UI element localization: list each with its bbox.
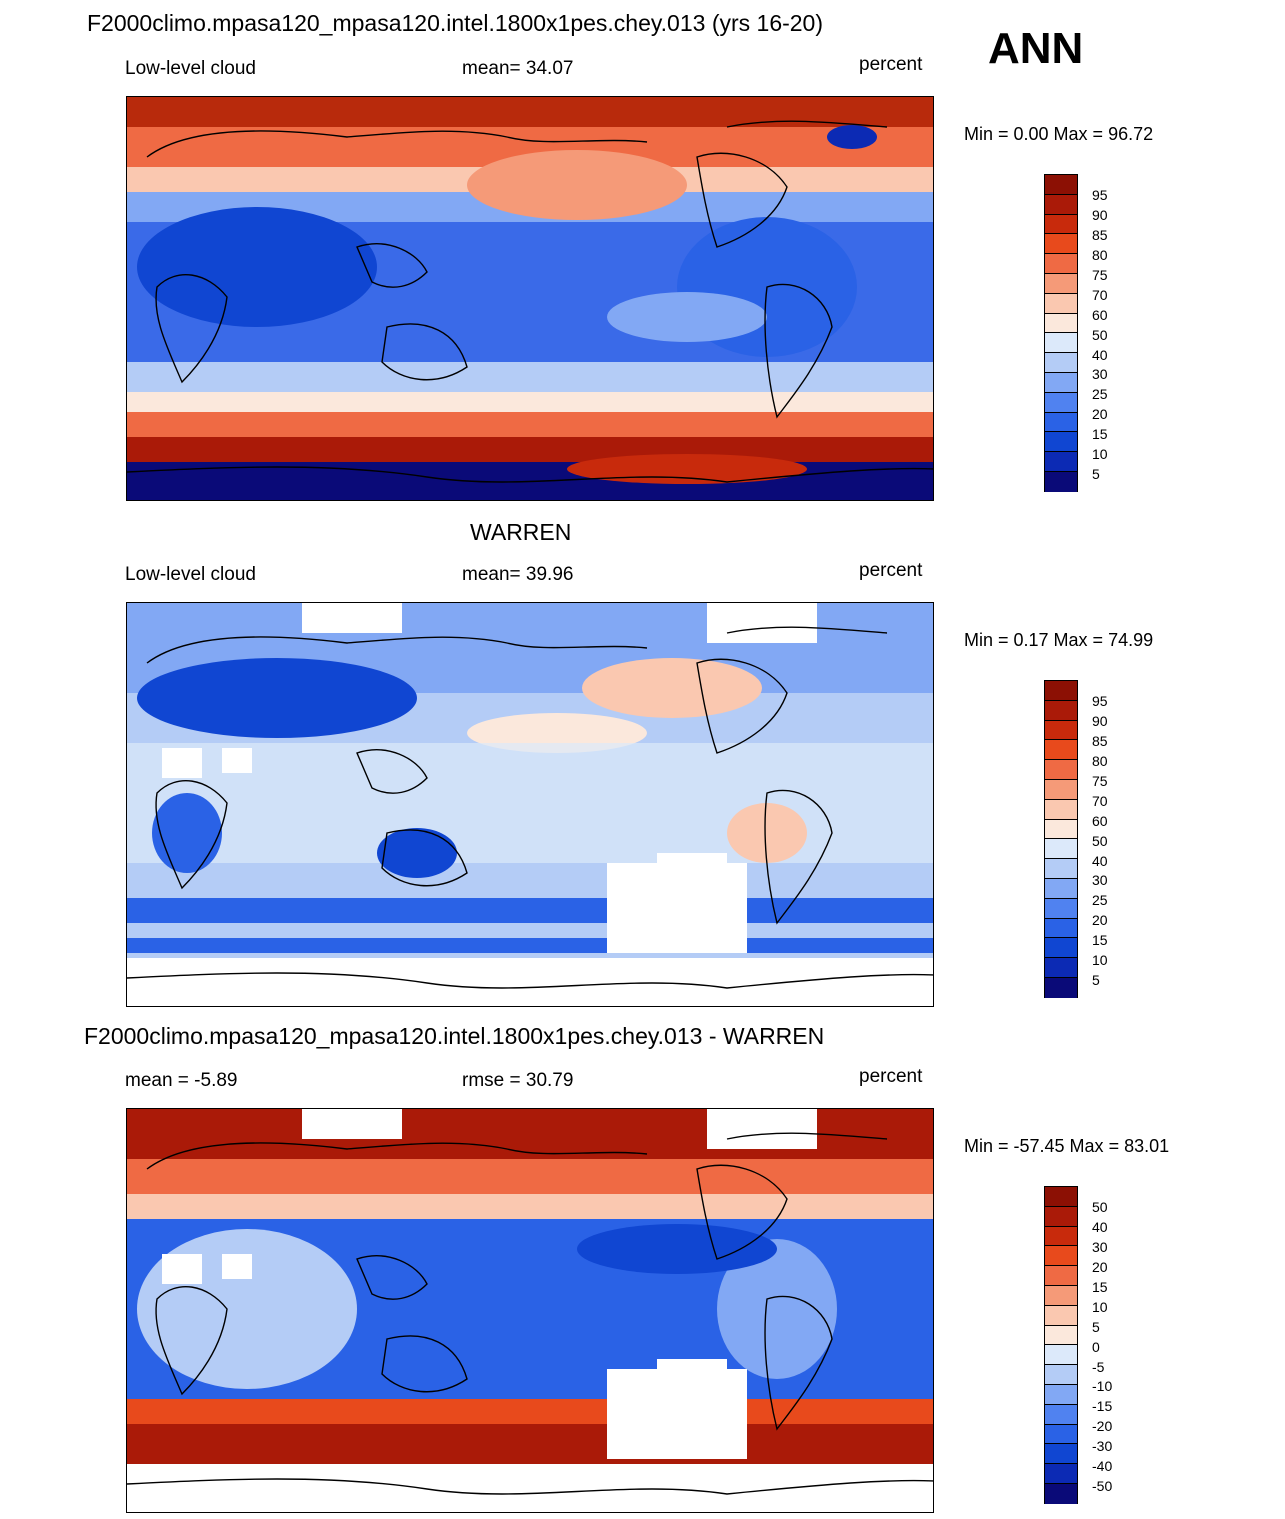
panel2-map — [126, 602, 934, 1007]
panel3-coastlines — [127, 1132, 933, 1495]
panel2-tick: 60 — [1092, 813, 1108, 829]
panel1-mean: mean= 34.07 — [462, 58, 574, 79]
panel2-tick: 40 — [1092, 853, 1108, 869]
panel1-tick: 30 — [1092, 366, 1108, 382]
panel2-mean: mean= 39.96 — [462, 564, 574, 585]
panel2-tick: 75 — [1092, 773, 1108, 789]
panel2-minmax: Min = 0.17 Max = 74.99 — [964, 630, 1154, 650]
panel1-tick: 85 — [1092, 227, 1108, 243]
panel3-tick: -50 — [1092, 1478, 1113, 1494]
panel1-tick: 5 — [1092, 466, 1100, 482]
panel1-field-label: Low-level cloud — [125, 58, 256, 79]
panel1-colorbar — [1044, 174, 1078, 492]
panel3-tick: -5 — [1092, 1359, 1105, 1375]
panel3-tick: 50 — [1092, 1199, 1108, 1215]
panel3-title: F2000climo.mpasa120_mpasa120.intel.1800x… — [84, 1023, 825, 1049]
panel3-tick: -30 — [1092, 1438, 1113, 1454]
main-title: F2000climo.mpasa120_mpasa120.intel.1800x… — [87, 10, 824, 36]
panel1-units: percent — [859, 54, 923, 75]
panel1-coastlines — [127, 120, 933, 483]
panel1-tick: 90 — [1092, 207, 1108, 223]
panel3-tick: -20 — [1092, 1418, 1113, 1434]
panel3-tick: -40 — [1092, 1458, 1113, 1474]
panel2-units: percent — [859, 560, 923, 581]
panel1-map — [126, 96, 934, 501]
panel2-coastlines — [127, 626, 933, 989]
panel3-tick: 30 — [1092, 1239, 1108, 1255]
panel1-tick: 95 — [1092, 187, 1108, 203]
panel3-colorbar — [1044, 1186, 1078, 1504]
panel3-mean: mean = -5.89 — [125, 1070, 238, 1091]
panel2-tick: 95 — [1092, 693, 1108, 709]
panel1-tick: 20 — [1092, 406, 1108, 422]
panel2-title: WARREN — [470, 519, 572, 545]
panel1-tick: 15 — [1092, 426, 1108, 442]
panel3-tick: -10 — [1092, 1378, 1113, 1394]
panel2-colorbar — [1044, 680, 1078, 998]
panel2-tick: 10 — [1092, 952, 1108, 968]
panel1-tick: 60 — [1092, 307, 1108, 323]
panel1-minmax: Min = 0.00 Max = 96.72 — [964, 124, 1154, 144]
panel2-tick: 50 — [1092, 833, 1108, 849]
panel1-tick: 25 — [1092, 386, 1108, 402]
panel2-tick: 80 — [1092, 753, 1108, 769]
panel3-tick: 0 — [1092, 1339, 1100, 1355]
panel1-tick: 50 — [1092, 327, 1108, 343]
panel3-tick: 10 — [1092, 1299, 1108, 1315]
panel3-tick: -15 — [1092, 1398, 1113, 1414]
panel1-tick: 70 — [1092, 287, 1108, 303]
panel2-tick: 20 — [1092, 912, 1108, 928]
panel1-tick: 80 — [1092, 247, 1108, 263]
panel3-map — [126, 1108, 934, 1513]
panel3-tick: 5 — [1092, 1319, 1100, 1335]
panel2-tick: 25 — [1092, 892, 1108, 908]
panel2-tick: 5 — [1092, 972, 1100, 988]
panel3-units: percent — [859, 1066, 923, 1087]
panel1-tick: 10 — [1092, 446, 1108, 462]
panel3-tick: 40 — [1092, 1219, 1108, 1235]
panel2-tick: 30 — [1092, 872, 1108, 888]
panel3-rmse: rmse = 30.79 — [462, 1070, 574, 1091]
season-label: ANN — [988, 24, 1084, 73]
panel3-tick: 20 — [1092, 1259, 1108, 1275]
panel3-tick: 15 — [1092, 1279, 1108, 1295]
panel2-tick: 90 — [1092, 713, 1108, 729]
panel1-tick: 40 — [1092, 347, 1108, 363]
panel3-minmax: Min = -57.45 Max = 83.01 — [964, 1136, 1170, 1156]
panel2-field-label: Low-level cloud — [125, 564, 256, 585]
panel2-tick: 15 — [1092, 932, 1108, 948]
panel1-tick: 75 — [1092, 267, 1108, 283]
panel2-tick: 70 — [1092, 793, 1108, 809]
panel2-tick: 85 — [1092, 733, 1108, 749]
